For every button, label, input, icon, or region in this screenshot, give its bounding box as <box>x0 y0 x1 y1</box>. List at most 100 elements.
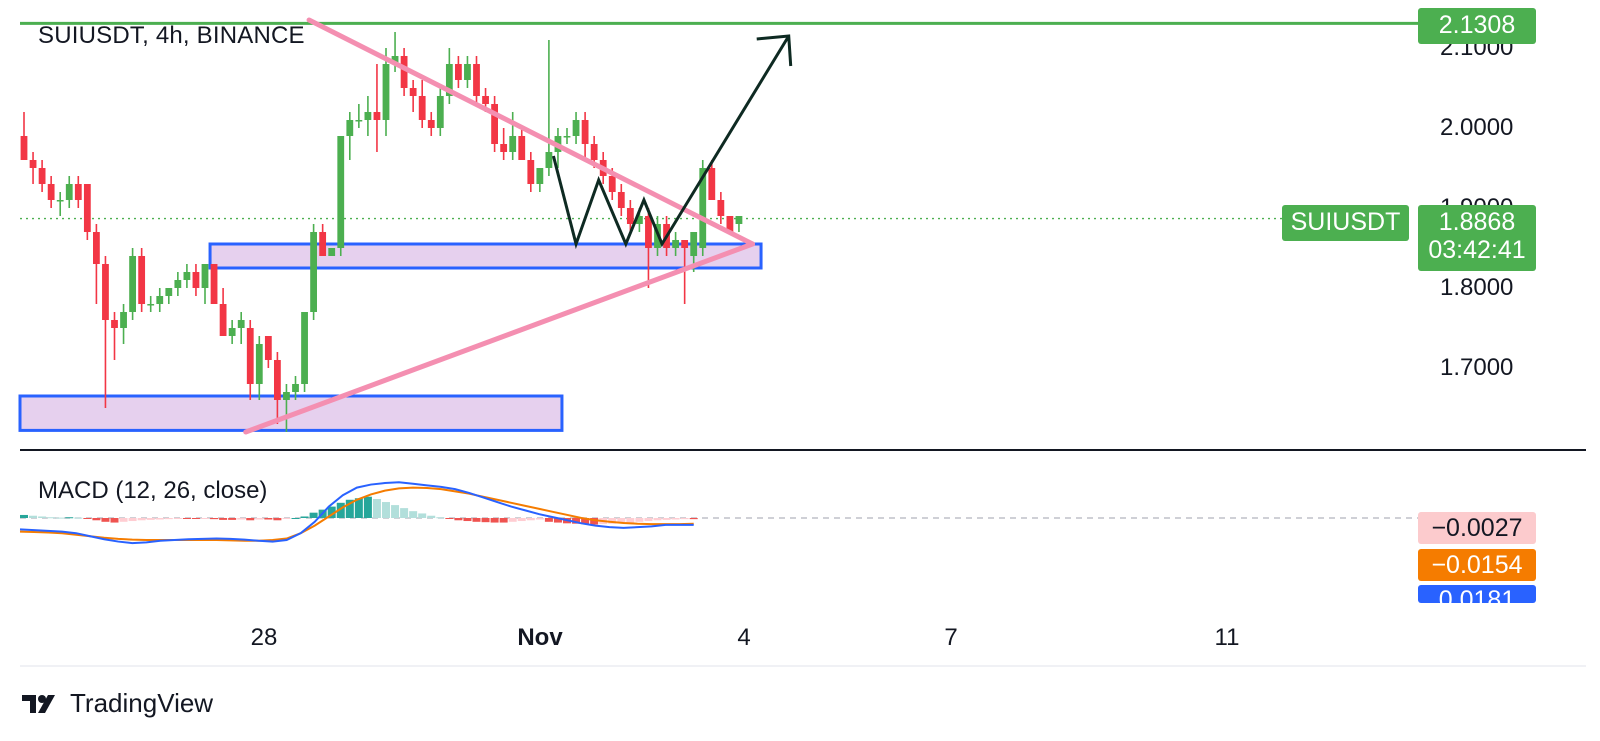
macd-histogram-bar <box>182 518 191 519</box>
macd-histogram-bar <box>662 518 671 520</box>
macd-histogram-bar <box>354 498 363 518</box>
triangle-upper-line <box>306 17 756 247</box>
last-price-value: 1.8868 <box>1438 208 1516 236</box>
macd-histogram-bar <box>581 518 590 525</box>
macd-histogram-bar <box>454 518 463 521</box>
candle-body <box>355 120 363 122</box>
macd-histogram-bar <box>201 518 209 519</box>
tradingview-brand[interactable]: TradingView <box>22 688 213 719</box>
candle-body <box>482 96 489 104</box>
macd-histogram-bar <box>490 518 499 523</box>
candle-body <box>129 256 136 312</box>
candle-body <box>581 120 589 144</box>
candle-body <box>536 168 544 184</box>
candle-body <box>735 216 743 224</box>
projection-path[interactable] <box>551 34 793 250</box>
macd-histogram-bar <box>237 518 246 520</box>
candle-body <box>102 264 109 320</box>
macd-histogram-bar <box>219 518 228 520</box>
candle-body <box>717 200 725 216</box>
macd-histogram-bar <box>210 518 219 520</box>
candle-body <box>545 152 553 168</box>
candle-body <box>699 168 707 248</box>
candle-body <box>56 200 64 202</box>
date-tick-label: Nov <box>517 624 563 651</box>
price-tick-label: 1.8000 <box>1440 274 1514 301</box>
macd-histogram-bar <box>391 505 400 518</box>
candle-body <box>29 160 37 168</box>
macd-histogram-bar <box>382 502 390 518</box>
projection-line <box>551 35 791 250</box>
macd-histogram-bar <box>47 517 56 519</box>
macd-histogram-bar <box>29 515 38 518</box>
candle-body <box>391 56 399 64</box>
candle-body <box>445 64 453 96</box>
candle-body <box>518 136 526 160</box>
candle-body <box>138 256 146 304</box>
candles <box>20 32 743 432</box>
macd-histogram-bar <box>409 511 418 518</box>
candle-body <box>436 96 444 128</box>
candle-body <box>165 288 173 296</box>
date-tick-label: 28 <box>250 624 278 651</box>
candle-body <box>708 168 716 200</box>
date-tick-label: 7 <box>944 624 958 651</box>
macd-histogram-bar <box>291 518 300 519</box>
candle-body <box>246 328 254 384</box>
macd-signal-line <box>19 486 694 542</box>
candle-body <box>83 184 91 232</box>
candle-body <box>237 320 245 328</box>
symbol-title: SUIUSDT, 4h, BINANCE <box>38 22 305 49</box>
macd-histogram-bar <box>191 518 200 519</box>
candle-body <box>346 120 354 136</box>
candle-body <box>590 144 598 160</box>
macd-histogram-bar <box>255 518 264 520</box>
candle-body <box>636 216 643 224</box>
macd-histogram-bar <box>463 518 472 522</box>
candle-body <box>93 232 100 264</box>
tradingview-logo-icon <box>22 694 55 713</box>
candle-body <box>319 232 327 256</box>
macd-histogram-bar <box>572 518 581 524</box>
macd-histogram-bar <box>300 516 309 518</box>
macd-histogram-bar <box>535 518 544 520</box>
macd-histogram-bar <box>544 518 553 522</box>
candle-body <box>418 96 426 120</box>
candle-body <box>473 64 480 96</box>
candle-body <box>382 64 390 120</box>
macd-histogram-bar <box>517 518 526 522</box>
candle-body <box>626 208 634 224</box>
candle-body <box>645 216 652 248</box>
candle-body <box>264 336 272 360</box>
macd-histogram-bar <box>228 518 237 520</box>
macd-title: MACD (12, 26, close) <box>38 477 268 504</box>
candle-body <box>455 64 462 80</box>
macd-histogram-bar <box>680 518 689 520</box>
candle-body <box>301 312 308 384</box>
macd-histogram-bar <box>653 518 662 521</box>
macd-signal-tag: −0.0154 <box>1418 549 1536 581</box>
candle-body <box>672 240 679 248</box>
triangle-pattern[interactable] <box>243 17 756 435</box>
macd-histogram-bar <box>74 517 83 519</box>
macd-histogram-tag: −0.0027 <box>1418 512 1536 544</box>
macd-histogram-bar <box>101 518 110 522</box>
macd-histogram-bar <box>119 518 128 522</box>
macd-histogram-bar <box>445 518 454 519</box>
candle-body <box>38 168 46 184</box>
candle-body <box>690 232 698 256</box>
last-price-tag: 1.8868 03:42:41 <box>1418 205 1536 271</box>
symbol-tag: SUIUSDT <box>1282 205 1409 241</box>
triangle-lower-line <box>243 241 756 435</box>
macd-histogram-bar <box>626 518 635 523</box>
candle-body <box>65 184 73 200</box>
macd-histogram-bar <box>481 518 490 523</box>
candle-body <box>120 312 127 328</box>
brand-name: TradingView <box>70 688 214 718</box>
projection-arrow-head <box>756 34 793 67</box>
macd-histogram-bar <box>372 499 381 518</box>
candle-body <box>292 384 299 392</box>
macd-histogram-bar <box>327 506 336 518</box>
bar-countdown: 03:42:41 <box>1428 236 1526 264</box>
